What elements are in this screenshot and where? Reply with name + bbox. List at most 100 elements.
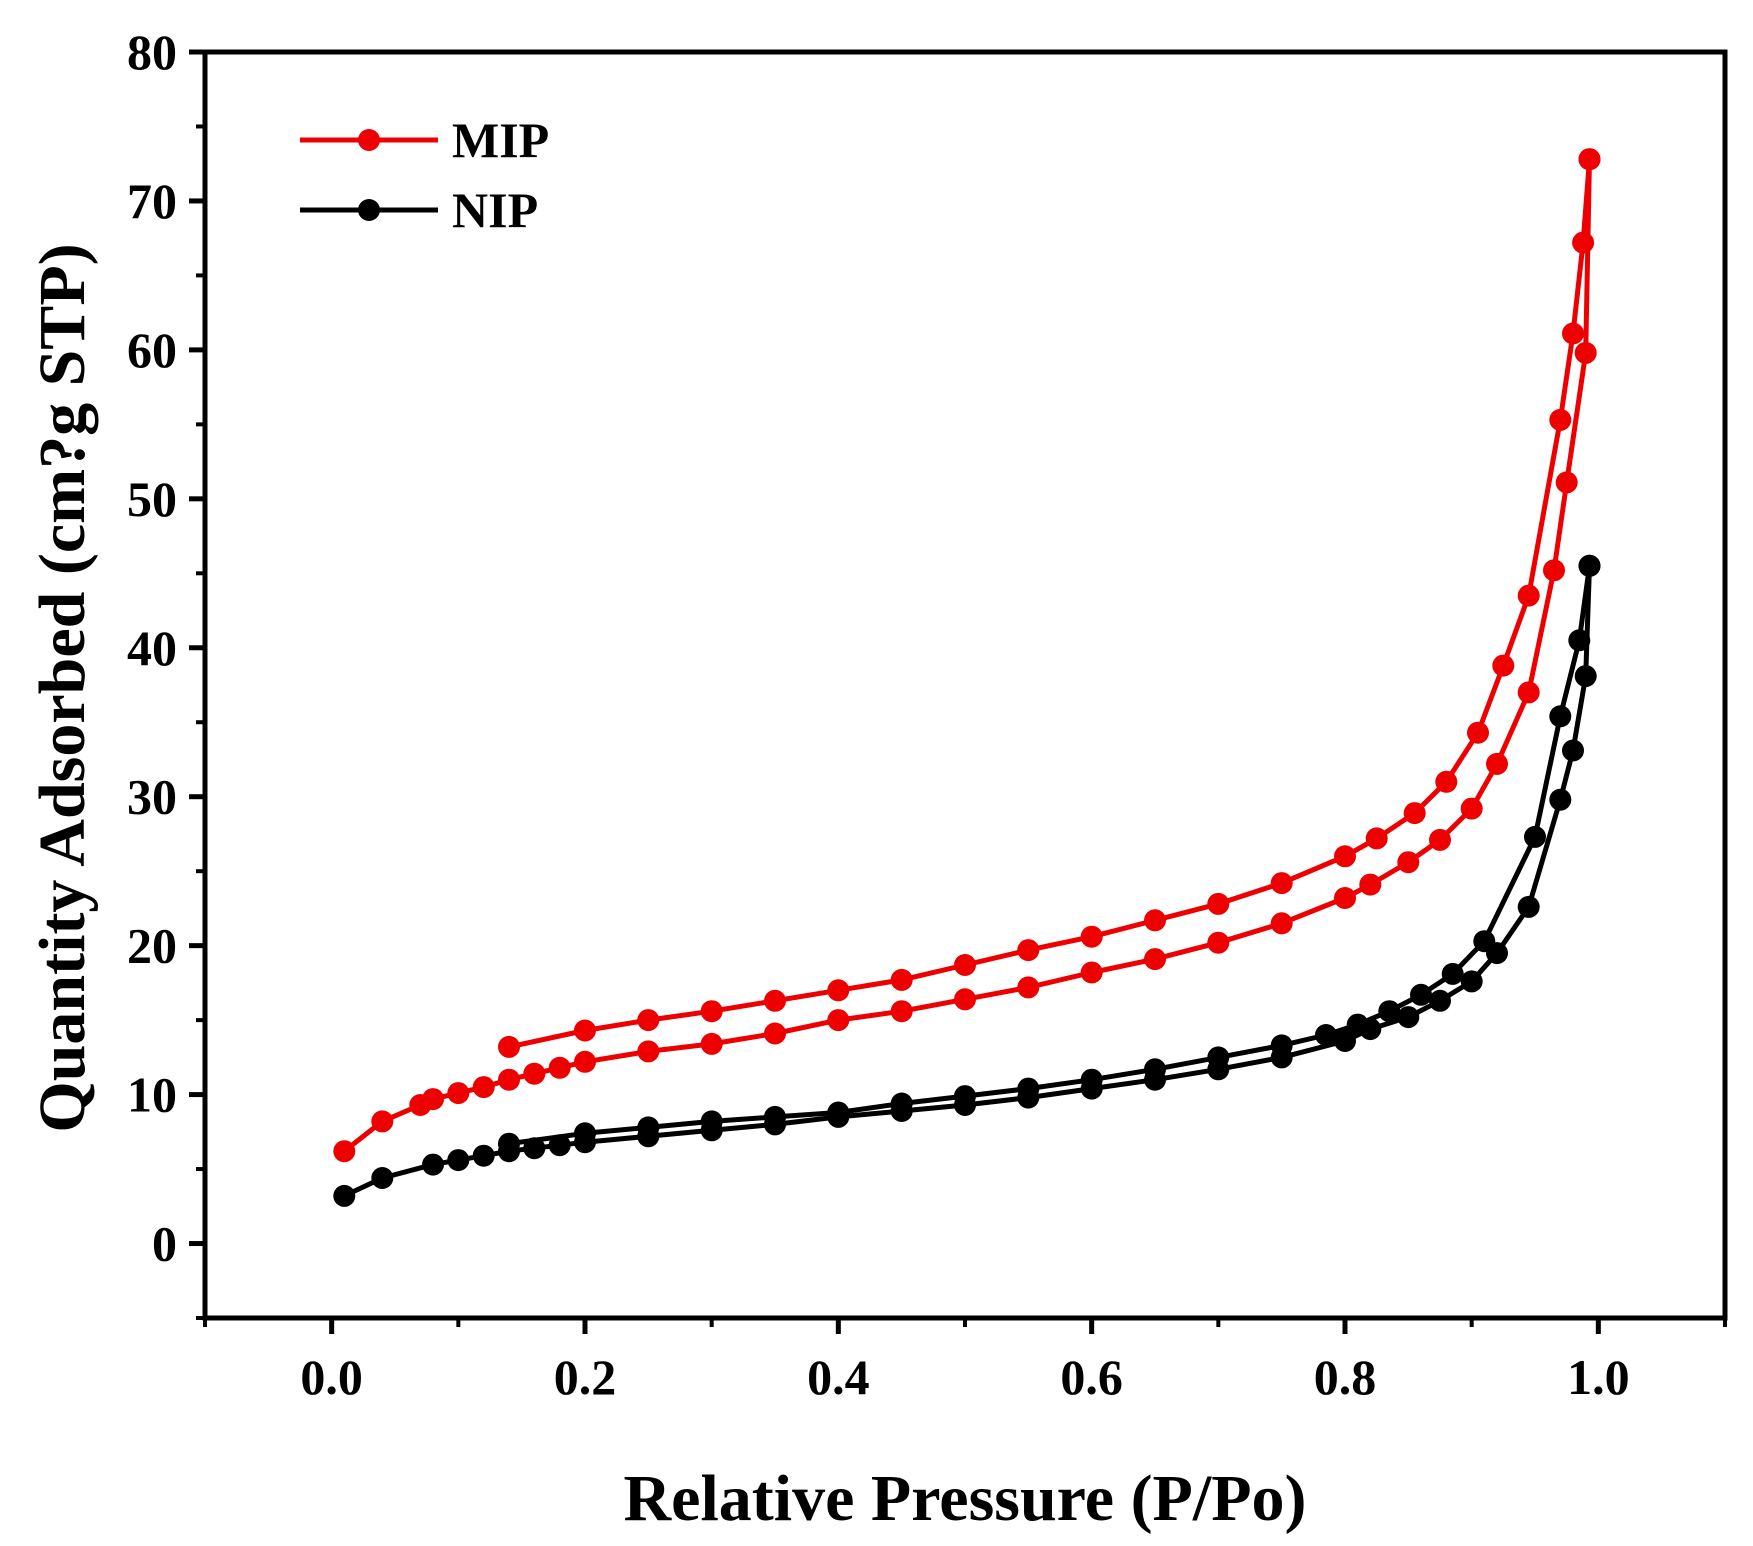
mip-data-point [1334,887,1356,909]
nip-desorption-line [508,565,1592,1147]
nip-data-point [637,1116,660,1139]
nip-data-point [333,1184,356,1207]
mip-data-point [1144,909,1166,932]
nip-data-point [1410,983,1432,1006]
nip-data-point [890,1092,913,1115]
mip-data-point [1429,828,1451,851]
mip-data-point [1403,802,1426,825]
mip-data-point [890,1000,913,1023]
mip-data-point [523,1062,546,1085]
mip-data-point [1365,827,1388,850]
nip-data-point [422,1153,444,1176]
nip-data-point [1460,970,1483,993]
nip-data-point [523,1137,546,1160]
mip-data-point [574,1019,596,1042]
mip-data-point [1270,912,1293,935]
mip-data-point [954,954,976,976]
mip-data-point [1359,873,1382,896]
y-tick-label: 20 [127,918,177,974]
y-tick-label: 70 [127,173,177,229]
nip-data-point [1334,1030,1356,1052]
mip-data-point [548,1056,571,1079]
y-tick-label: 80 [127,24,177,80]
mip-data-point [827,1009,850,1032]
mip-data-point [1467,721,1489,744]
mip-data-point [954,988,976,1011]
nip-data-point [1562,739,1584,762]
nip-data-point [1207,1046,1230,1069]
mip-data-point [333,1140,356,1163]
series-nip [333,554,1601,1207]
x-tick-label: 0.6 [1060,1349,1123,1405]
mip-data-point [498,1068,520,1091]
nip-data-point [700,1110,723,1133]
legend-marker-nip [358,199,380,221]
nip-data-point [954,1085,976,1108]
nip-data-point [574,1122,596,1145]
mip-data-point [1017,976,1040,999]
mip-data-point [1549,408,1572,431]
mip-data-point [1435,770,1458,793]
nip-data-point [764,1105,786,1128]
mip-data-point [1572,231,1595,254]
mip-data-point [1334,845,1356,868]
x-axis: 0.0 0.2 0.4 0.6 0.8 1.0 [203,1318,1727,1405]
mip-data-point [1397,851,1420,874]
series-layer [333,148,1601,1207]
nip-data-point [1429,989,1451,1012]
mip-data-point [1460,797,1483,820]
mip-data-point [700,1032,723,1055]
mip-data-point [1517,681,1540,704]
x-tick-label: 0.8 [1314,1349,1377,1405]
mip-data-point [764,989,786,1012]
nip-data-point [1080,1068,1103,1091]
nip-data-point [1568,629,1591,652]
legend-label-mip: MIP [452,112,549,168]
mip-data-point [498,1035,520,1058]
legend-label-nip: NIP [452,182,538,238]
mip-data-point [1486,752,1508,775]
y-tick-label: 40 [127,620,177,676]
y-tick-label: 60 [127,322,177,378]
y-axis: 0 10 20 30 40 50 60 70 80 [127,24,205,1320]
mip-desorption-line [508,159,1592,1050]
mip-data-point [1080,961,1103,984]
x-tick-label: 0.2 [554,1349,617,1405]
mip-data-point [371,1110,394,1133]
mip-data-point [1207,892,1230,915]
nip-data-point [1017,1077,1040,1100]
mip-data-point [637,1009,660,1032]
mip-data-point [890,968,913,991]
nip-data-point [472,1144,495,1167]
nip-data-point [1346,1013,1369,1036]
mip-data-point [827,979,850,1002]
mip-data-point [700,1000,723,1023]
mip-data-point [1574,341,1597,364]
nip-data-point [447,1149,470,1172]
mip-data-point [1080,925,1103,948]
x-axis-title: Relative Pressure (P/Po) [623,1462,1306,1535]
series-mip [333,148,1601,1163]
mip-data-point [447,1082,470,1105]
mip-data-point [764,1022,786,1045]
mip-data-point [1207,931,1230,954]
nip-data-point [548,1134,571,1157]
mip-data-point [1017,939,1040,962]
nip-data-point [498,1132,520,1155]
nip-data-point [1549,788,1572,811]
mip-data-point [1270,872,1293,895]
nip-data-point [1524,825,1546,848]
y-tick-label: 10 [127,1067,177,1123]
mip-data-point [1555,471,1578,494]
nip-data-point [371,1167,394,1189]
mip-data-point [1144,948,1166,971]
nip-data-point [1441,962,1464,985]
y-axis-title: Quantity Adsorbed (cm?g STP) [26,243,99,1132]
nip-data-point [1378,1000,1401,1023]
mip-data-point [1517,584,1540,607]
nip-data-point [1517,895,1540,918]
y-tick-label: 50 [127,471,177,527]
mip-data-point [422,1088,444,1111]
